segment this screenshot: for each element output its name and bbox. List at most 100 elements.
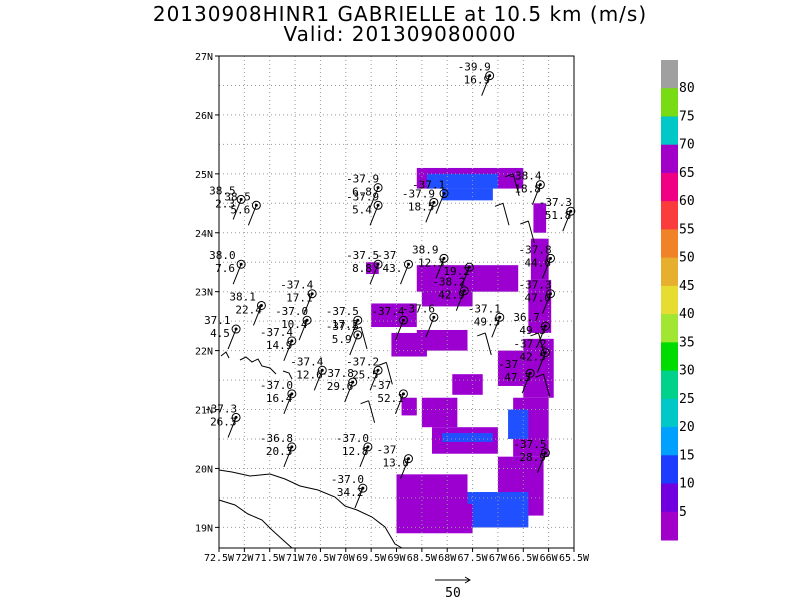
station-barb: [394, 320, 404, 341]
station-barb: [425, 317, 435, 338]
station-barb: [435, 258, 445, 279]
wind-cell-25: [508, 409, 529, 439]
wind-barb-2: [360, 400, 376, 423]
station-temperature: -37.8: [519, 243, 552, 256]
station-barb: [359, 446, 369, 468]
station-wind: 22.4: [235, 303, 262, 316]
station-temperature: 36.7: [513, 311, 540, 324]
station-wind: 12.6: [296, 368, 323, 381]
station-barb: [531, 184, 541, 205]
station-wind: 17.1: [286, 292, 313, 305]
station-marker: [373, 183, 383, 193]
wind-cell-24: [401, 397, 417, 416]
station-21: -37.55.9: [326, 320, 363, 356]
station-marker: [287, 336, 297, 346]
lon-label: 71W: [286, 553, 305, 564]
station-barb: [369, 205, 379, 226]
wind-barb-6: [520, 220, 535, 244]
station-marker: [566, 206, 576, 216]
station-temperature: -39.9: [458, 61, 491, 74]
lat-label: 26N: [195, 111, 213, 122]
station-barb: [542, 258, 551, 279]
station-barb: [481, 75, 491, 96]
station-wind: 17.2: [332, 318, 359, 331]
station-wind: 14.9: [266, 339, 293, 352]
station-temperature: -37.0: [336, 432, 369, 445]
latitude-labels: 27N 26N 25N 24N 23N 22N 21N 20N 19N: [195, 52, 219, 534]
station-barb: [460, 266, 470, 288]
station-barb: [369, 264, 379, 285]
lon-label: 66W: [540, 553, 559, 564]
lon-label: 70W: [337, 553, 356, 564]
station-barb: [400, 264, 409, 285]
station-wind: 16.9: [464, 74, 491, 87]
station-marker: [429, 312, 439, 322]
station-plots: -39.916.9-37.96.8-37.95.4-37.1-37.918.5-…: [204, 61, 576, 509]
station-barb: [283, 446, 293, 468]
station-marker: [373, 259, 383, 269]
wind-cell-1: [426, 173, 498, 189]
station-23: -37.6: [402, 302, 439, 338]
station-wind: 52.1: [377, 392, 404, 405]
station-marker: [398, 315, 408, 325]
station-wind: 13.0: [383, 457, 410, 470]
station-wind: 5.9: [332, 333, 352, 346]
station-3: -37.1: [412, 179, 449, 214]
station-barb: [303, 293, 313, 314]
wind-cell-21: [416, 329, 468, 351]
station-6: -37.351.8: [539, 196, 576, 232]
station-temperature: 38.0: [209, 249, 236, 262]
station-40: -37.034.2: [331, 473, 368, 509]
wind-cell-3: [533, 203, 547, 233]
station-18: 38.122.4: [229, 290, 266, 326]
station-barb: [542, 293, 551, 314]
station-temperature: -37.6: [402, 302, 435, 315]
station-wind: 42.5: [519, 351, 546, 364]
wind-cell-10: [462, 509, 524, 528]
scale-vector: 50: [435, 576, 471, 600]
colorbar-swatch: [661, 60, 678, 89]
station-barb: [369, 187, 379, 208]
station-marker: [540, 321, 550, 331]
colorbar-swatch: [661, 398, 678, 428]
station-temperature: -37.2: [346, 355, 379, 368]
lon-label: 72.5W: [204, 553, 235, 564]
station-temperature: -37.4: [290, 355, 323, 368]
wind-barb-3: [477, 332, 492, 356]
station-barb: [298, 320, 308, 341]
station-temperature: -37.0: [275, 305, 308, 318]
colorbar-label: 15: [679, 448, 695, 463]
station-27: -37.414.9: [260, 326, 297, 362]
lon-label: 70.5W: [305, 553, 336, 564]
colorbar-swatch: [661, 88, 678, 117]
station-wind: 28.9: [519, 451, 546, 464]
station-marker: [439, 253, 449, 263]
station-barb: [562, 211, 572, 232]
lat-label: 21N: [195, 406, 213, 417]
colorbar-label: 45: [679, 279, 695, 294]
colorbar-label: 35: [679, 335, 695, 350]
wind-barb-4: [530, 332, 545, 356]
station-temperature: 38.5: [209, 184, 236, 197]
colorbar-label: 5: [679, 505, 687, 520]
colorbar-swatch: [661, 257, 678, 287]
station-temperature: -37.9: [346, 173, 379, 186]
station-temperature: -37.8: [321, 367, 354, 380]
lon-label: 72W: [235, 553, 254, 564]
station-temperature: -37.4: [371, 305, 404, 318]
station-wind: 42.9: [438, 289, 465, 302]
station-29: -37.412.6: [290, 355, 327, 391]
station-wind: 34.2: [337, 486, 364, 499]
station-wind: 5.4: [352, 203, 372, 216]
station-marker: [439, 189, 449, 199]
station-marker: [373, 365, 383, 375]
caicos-island: [239, 356, 277, 375]
wind-cell-4: [530, 238, 549, 280]
lon-label: 71.5W: [255, 553, 286, 564]
colorbar-swatch: [661, 172, 678, 202]
scale-arrowhead: [464, 576, 471, 584]
station-0: -39.916.9: [458, 61, 495, 96]
station-wind: 25.5: [352, 368, 379, 381]
wind-barb-7: [494, 202, 510, 226]
station-barb: [283, 393, 293, 415]
